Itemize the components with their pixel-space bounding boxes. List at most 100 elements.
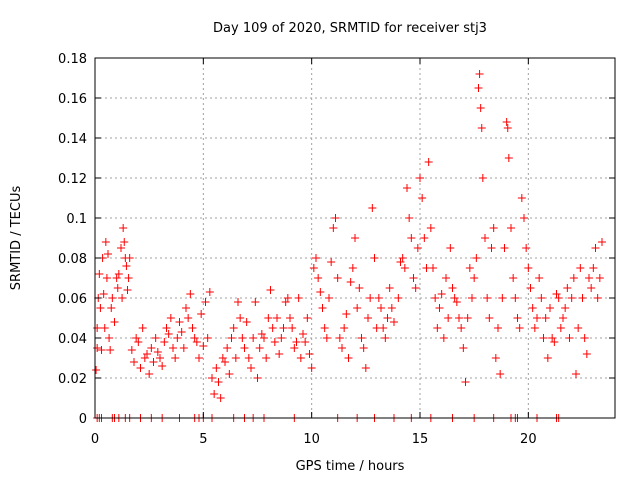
- data-point: [411, 284, 420, 292]
- data-point: [175, 318, 184, 326]
- data-point: [177, 328, 186, 336]
- y-axis-label: SRMTID / TECUs: [9, 186, 24, 291]
- data-point: [539, 334, 548, 342]
- data-point: [147, 344, 156, 352]
- data-point: [364, 314, 372, 322]
- data-point: [593, 294, 602, 302]
- data-point: [153, 348, 162, 356]
- data-point: [548, 334, 557, 342]
- data-point: [476, 104, 485, 112]
- data-point: [164, 330, 173, 338]
- data-markers: [92, 70, 606, 422]
- data-point: [381, 334, 390, 342]
- data-point: [552, 290, 561, 298]
- data-point: [286, 314, 294, 322]
- data-point: [223, 344, 232, 352]
- data-point: [437, 290, 446, 298]
- data-point: [420, 234, 429, 242]
- data-point: [149, 358, 158, 366]
- data-point: [465, 264, 474, 272]
- data-point: [320, 324, 329, 332]
- data-point: [574, 324, 583, 332]
- data-point: [253, 374, 262, 382]
- data-point: [394, 294, 403, 302]
- data-point: [569, 274, 578, 282]
- data-point: [214, 378, 223, 386]
- data-point: [565, 334, 574, 342]
- y-tick-label: 0.16: [58, 92, 87, 107]
- data-point: [316, 288, 325, 296]
- data-point: [489, 224, 498, 232]
- data-point: [216, 394, 225, 402]
- data-point: [385, 284, 394, 292]
- data-point: [305, 350, 314, 358]
- data-point: [535, 274, 544, 282]
- data-point: [470, 274, 479, 282]
- data-point: [377, 304, 385, 312]
- data-point: [138, 324, 147, 332]
- data-point: [264, 314, 273, 322]
- data-point: [472, 254, 481, 262]
- data-point: [533, 314, 541, 322]
- data-point: [481, 234, 489, 242]
- data-point: [314, 274, 323, 282]
- data-point: [409, 274, 418, 282]
- data-point: [290, 344, 299, 352]
- data-point: [119, 224, 128, 232]
- data-point: [500, 244, 509, 252]
- x-tick-label: 10: [303, 432, 320, 447]
- y-tick-label: 0.12: [58, 172, 87, 187]
- data-point: [192, 338, 201, 346]
- data-point: [132, 334, 141, 342]
- data-point: [433, 324, 442, 332]
- data-point: [199, 342, 208, 350]
- data-point: [301, 338, 310, 346]
- data-point: [487, 244, 496, 252]
- data-point: [515, 324, 524, 332]
- data-point: [390, 318, 398, 326]
- data-point: [576, 264, 585, 272]
- data-point: [120, 238, 129, 246]
- data-point: [503, 124, 512, 132]
- data-point: [136, 364, 145, 372]
- data-point: [143, 350, 151, 358]
- data-point: [351, 234, 359, 242]
- data-point: [322, 334, 331, 342]
- data-point: [240, 344, 249, 352]
- data-point: [262, 354, 271, 362]
- y-tick-label: 0: [79, 412, 87, 427]
- data-point: [123, 286, 132, 294]
- data-point: [160, 338, 169, 346]
- data-point: [231, 354, 240, 362]
- data-point: [283, 294, 292, 302]
- data-point: [158, 362, 167, 370]
- data-point: [318, 304, 327, 312]
- data-point: [124, 274, 133, 282]
- data-point: [450, 294, 459, 302]
- data-point: [331, 214, 340, 222]
- data-point: [405, 214, 414, 222]
- data-point: [459, 344, 468, 352]
- data-point: [107, 304, 116, 312]
- data-point: [396, 258, 405, 266]
- data-point: [114, 270, 123, 278]
- data-point: [439, 334, 448, 342]
- data-point: [105, 334, 114, 342]
- data-point: [281, 298, 290, 306]
- data-point: [247, 364, 255, 372]
- data-point: [145, 370, 154, 378]
- data-point: [429, 264, 437, 272]
- y-tick-label: 0.08: [58, 252, 87, 267]
- data-point: [99, 290, 108, 298]
- x-tick-label: 15: [412, 432, 429, 447]
- x-axis-label: GPS time / hours: [296, 459, 405, 474]
- y-tick-label: 0.18: [58, 52, 87, 67]
- data-point: [93, 324, 102, 332]
- data-point: [184, 314, 193, 322]
- data-point: [572, 370, 580, 378]
- data-point: [561, 304, 570, 312]
- data-point: [338, 344, 346, 352]
- data-point: [227, 334, 236, 342]
- data-point: [491, 354, 500, 362]
